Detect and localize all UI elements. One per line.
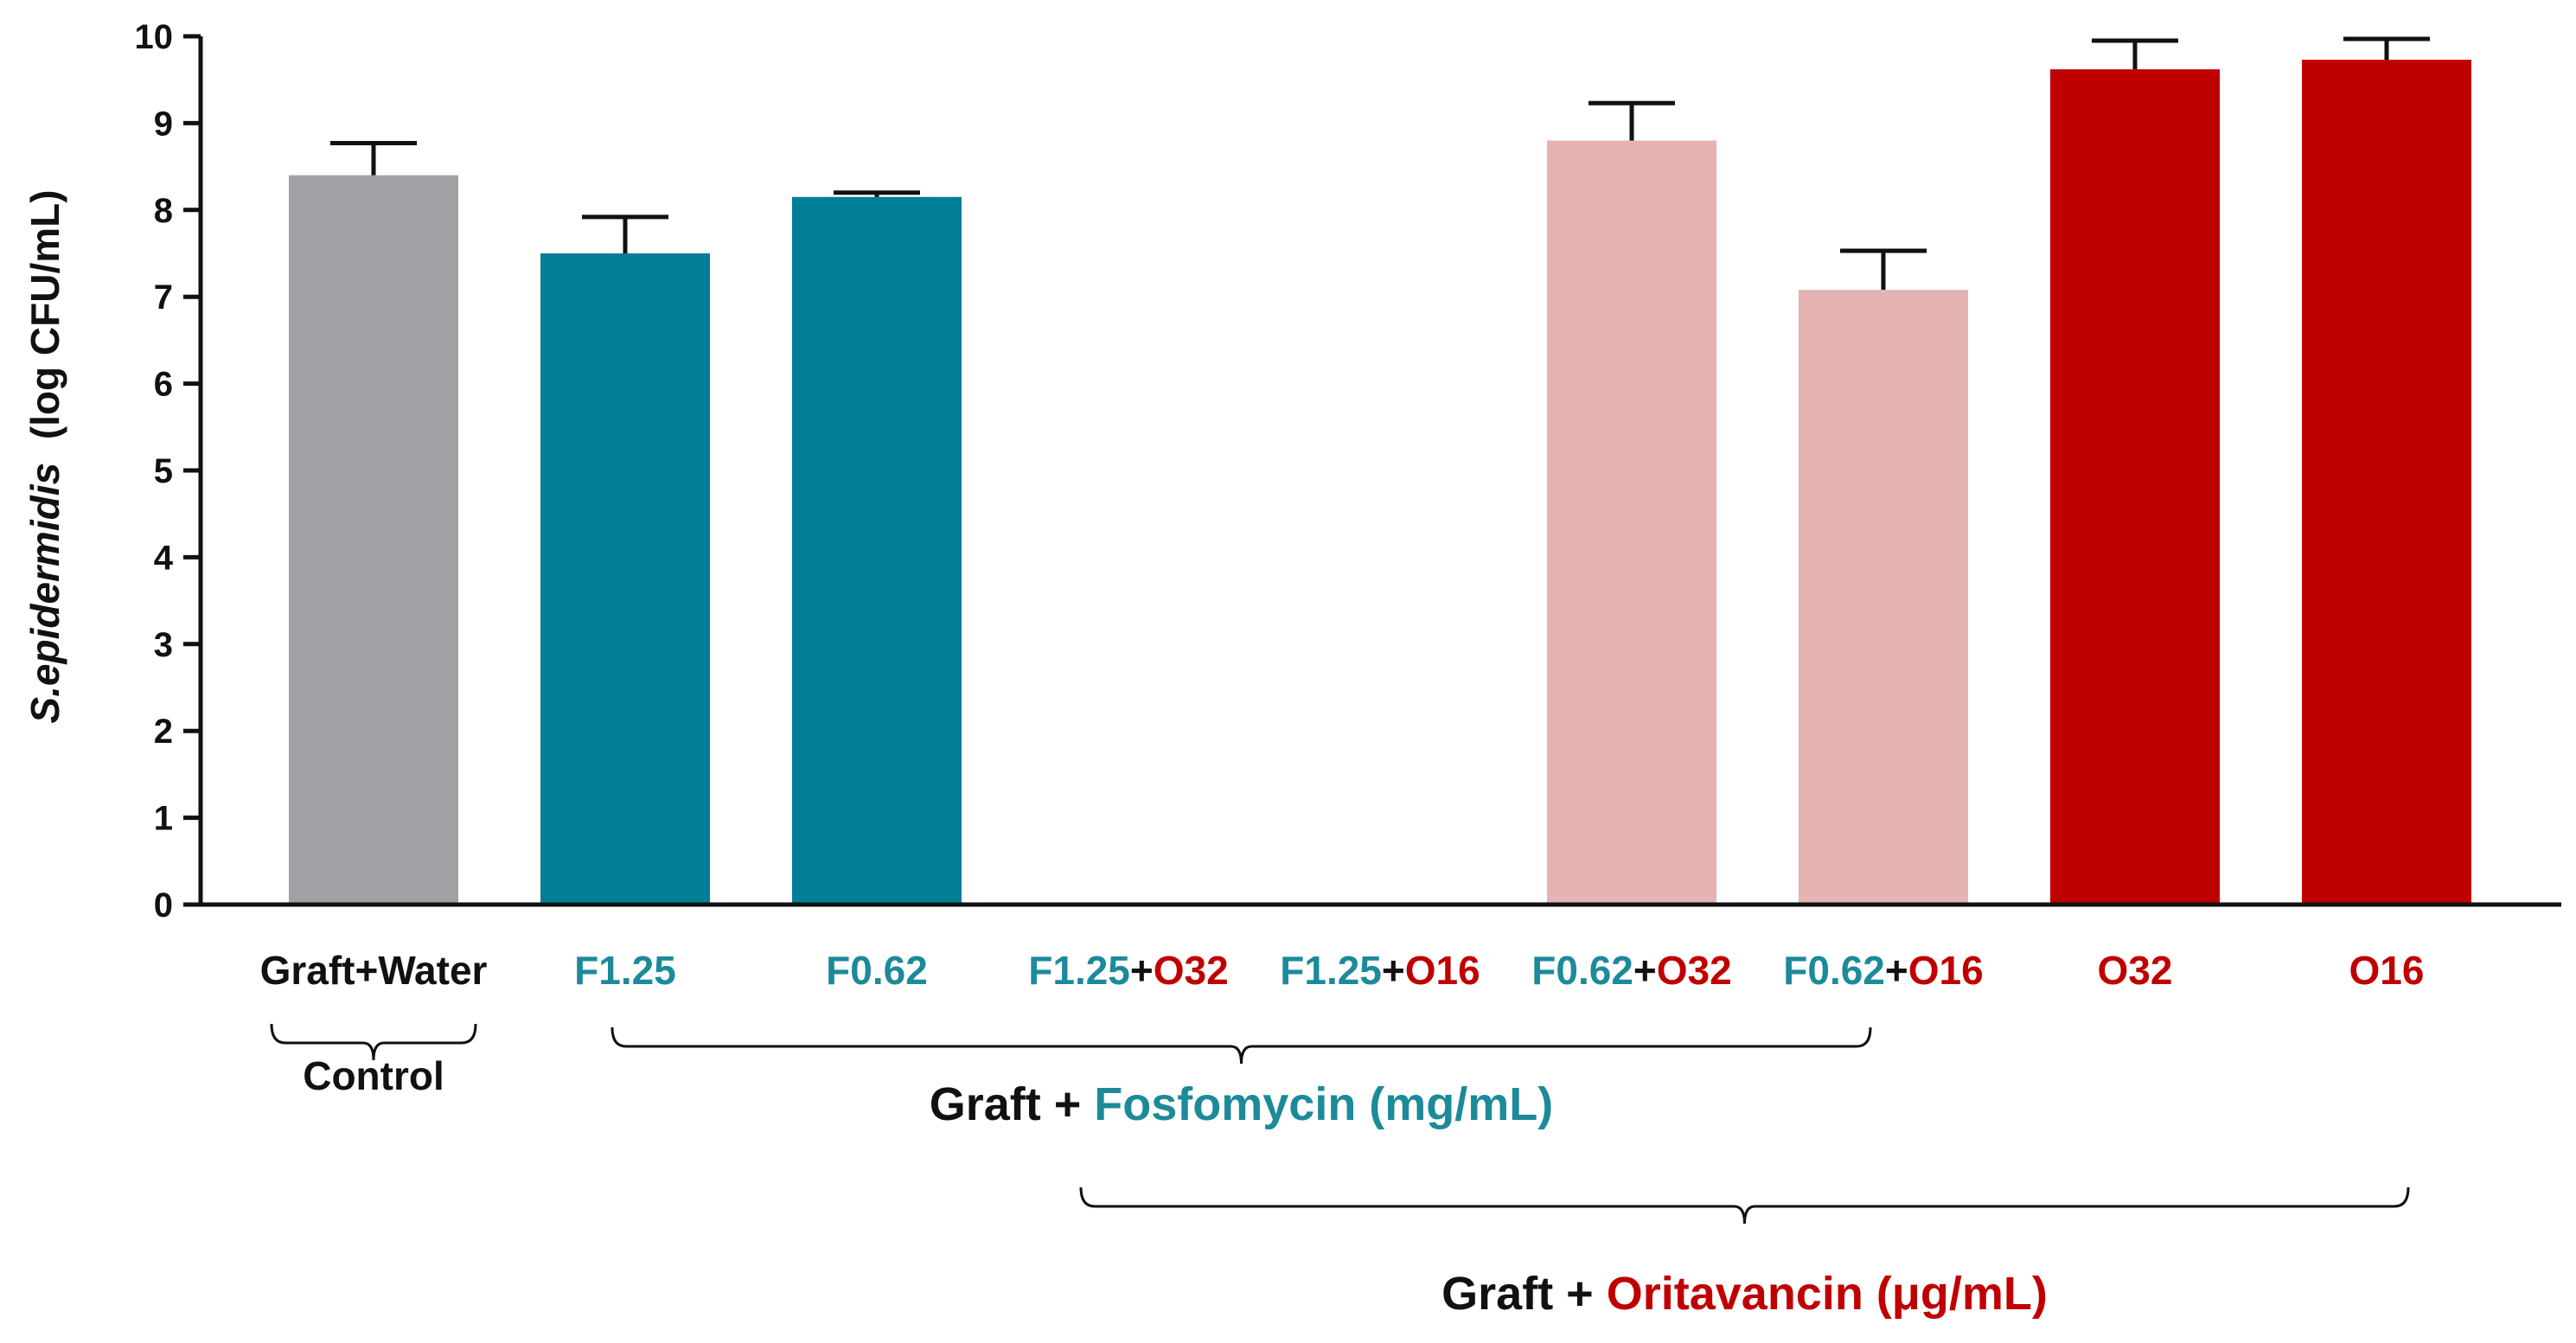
x-tick-label-part: O16 (1405, 948, 1480, 993)
y-tick-label: 8 (154, 192, 173, 230)
y-tick-label: 3 (154, 626, 173, 664)
y-axis-label-unit: (log CFU/mL) (22, 189, 67, 439)
y-tick-label: 2 (154, 713, 173, 751)
category-labels: Graft+Water F1.25 F0.62 F1.25+O32 F1.25+O16 F… (260, 948, 2425, 993)
group-bracket (610, 1026, 1872, 1065)
x-tick-label: F0.62+O16 (1783, 948, 1983, 993)
group-label-part: Oritavancin (μg/mL) (1607, 1268, 2048, 1320)
bar (792, 196, 962, 905)
x-tick-label: F1.25+O32 (1028, 948, 1228, 993)
group-label-part: Graft + (1441, 1268, 1607, 1320)
y-tick-label: 7 (154, 278, 173, 317)
x-tick-label-part: Graft+Water (260, 948, 488, 993)
group-bracket (270, 1023, 477, 1061)
x-tick-label-part: O16 (2349, 948, 2425, 993)
group-label-part: Fosfomycin (mg/mL) (1094, 1078, 1553, 1130)
x-tick-label-part: O16 (1908, 948, 1984, 993)
x-tick-label-part: F0.62 (826, 948, 928, 993)
y-tick-label: 1 (154, 800, 173, 838)
x-tick-label: F1.25 (574, 948, 676, 993)
y-tick-label: 6 (154, 366, 173, 404)
group-label: Control (303, 1053, 444, 1098)
x-tick-label-part: F1.25 (1028, 948, 1130, 993)
x-tick-label-part: O32 (1657, 948, 1732, 993)
y-tick-label: 5 (154, 452, 173, 490)
group-label: Graft + Fosfomycin (mg/mL) (930, 1078, 1554, 1130)
y-tick-label: 10 (135, 18, 174, 56)
bars (289, 60, 2471, 905)
bar (2302, 60, 2471, 905)
x-tick-label-part: O32 (1154, 948, 1229, 993)
x-tick-label: O16 (2349, 948, 2425, 993)
x-tick-label-part: + (1885, 948, 1908, 993)
bar (1799, 290, 1968, 905)
bar (1547, 140, 1716, 905)
error-bars (330, 36, 2430, 291)
x-tick-label-part: + (1130, 948, 1154, 993)
x-tick-label-part: F0.62 (1783, 948, 1885, 993)
group-label-part: Graft + (930, 1078, 1095, 1130)
x-tick-label-part: F0.62 (1531, 948, 1633, 993)
y-axis: 0 1 2 3 4 5 6 7 8 9 10 (135, 18, 203, 924)
y-axis-label: S.epidermidis (log CFU/mL) (22, 189, 67, 723)
x-tick-label-part: + (1633, 948, 1657, 993)
y-tick-label: 0 (154, 886, 173, 924)
x-tick-label: Graft+Water (260, 948, 488, 993)
bar (2050, 69, 2220, 905)
x-tick-label: F0.62+O32 (1531, 948, 1731, 993)
group-label-part: Control (303, 1053, 444, 1098)
x-tick-label: O32 (2098, 948, 2173, 993)
y-tick-label: 9 (154, 105, 173, 143)
x-tick-label-part: O32 (2098, 948, 2173, 993)
x-tick-label: F0.62 (826, 948, 928, 993)
group-label: Graft + Oritavancin (μg/mL) (1441, 1268, 2048, 1320)
y-axis-label-species: S.epidermidis (22, 463, 67, 724)
x-tick-label-part: F1.25 (1280, 948, 1382, 993)
bar (289, 175, 458, 905)
x-tick-label: F1.25+O16 (1280, 948, 1480, 993)
bar (540, 253, 710, 905)
x-tick-label-part: + (1382, 948, 1405, 993)
group-bracket (1079, 1186, 2410, 1225)
x-tick-label-part: F1.25 (574, 948, 676, 993)
y-tick-label: 4 (154, 539, 174, 577)
